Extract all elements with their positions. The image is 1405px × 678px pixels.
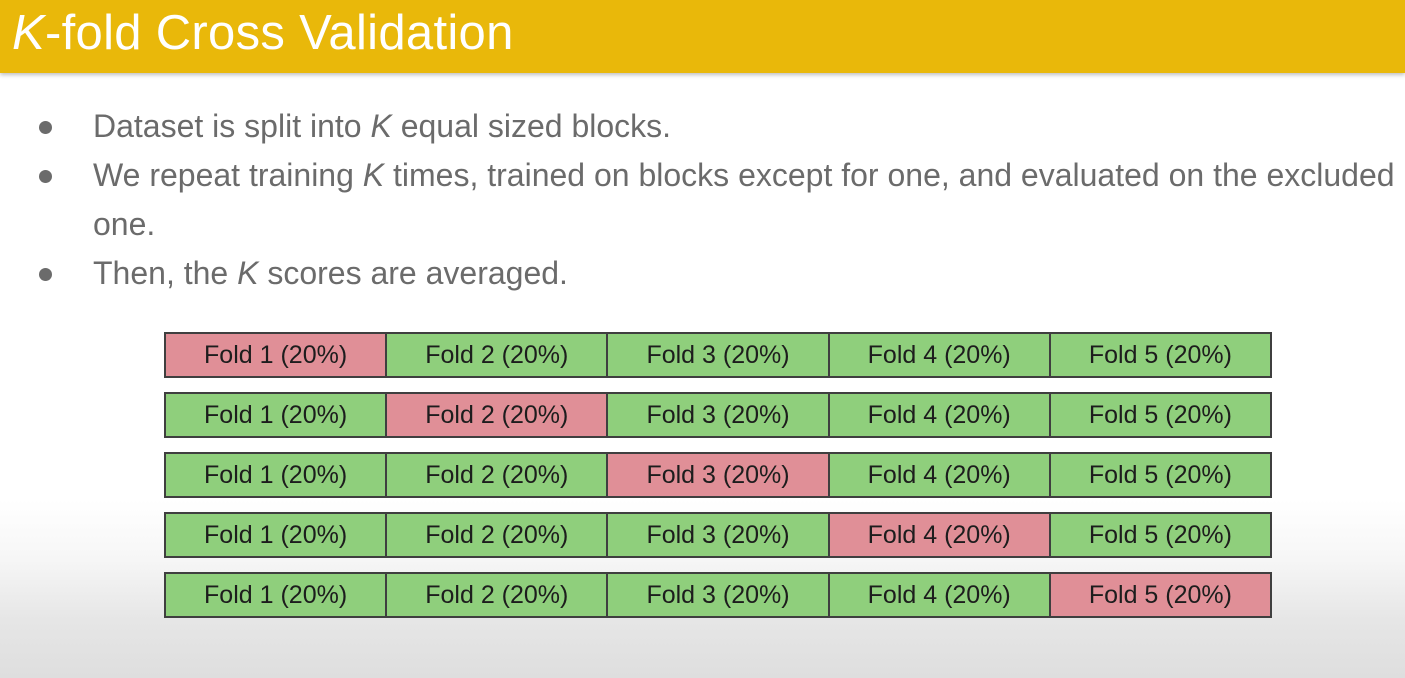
bullet-list: Dataset is split into K equal sized bloc… [0,102,1405,298]
bullet-item: Then, the K scores are averaged. [0,249,1405,298]
title-bar: K-fold Cross Validation [0,0,1405,73]
bullet-dot-icon [39,170,52,183]
title-k: K [12,6,45,60]
train-fold-cell: Fold 4 (20%) [829,574,1051,616]
bullet-k: K [237,255,259,291]
bullet-text-post: scores are averaged. [258,255,568,291]
bullet-item: We repeat training K times, trained on b… [0,151,1405,249]
train-fold-cell: Fold 2 (20%) [387,454,609,496]
train-fold-cell: Fold 2 (20%) [387,574,609,616]
bullet-dot-icon [39,121,52,134]
test-fold-cell: Fold 5 (20%) [1050,574,1271,616]
train-fold-cell: Fold 1 (20%) [166,454,388,496]
train-fold-cell: Fold 1 (20%) [166,394,388,436]
bullet-k: K [362,157,385,193]
train-fold-cell: Fold 2 (20%) [387,334,609,376]
test-fold-cell: Fold 1 (20%) [166,334,388,376]
fold-row-3: Fold 1 (20%) Fold 2 (20%) Fold 3 (20%) Fold… [164,452,1272,498]
train-fold-cell: Fold 1 (20%) [166,514,388,556]
train-fold-cell: Fold 5 (20%) [1050,514,1271,556]
train-fold-cell: Fold 5 (20%) [1050,334,1271,376]
bullet-text-post: equal sized blocks. [391,108,672,144]
train-fold-cell: Fold 4 (20%) [829,394,1051,436]
bullet-dot-icon [39,268,52,281]
fold-row-2: Fold 1 (20%) Fold 2 (20%) Fold 3 (20%) Fold… [164,392,1272,438]
train-fold-cell: Fold 1 (20%) [166,574,388,616]
train-fold-cell: Fold 4 (20%) [829,334,1051,376]
train-fold-cell: Fold 5 (20%) [1050,454,1271,496]
test-fold-cell: Fold 3 (20%) [608,454,830,496]
fold-row-5: Fold 1 (20%) Fold 2 (20%) Fold 3 (20%) Fold… [164,572,1272,618]
bullet-text-pre: Then, the [93,255,238,291]
train-fold-cell: Fold 3 (20%) [608,334,830,376]
train-fold-cell: Fold 3 (20%) [608,514,830,556]
bullet-text-pre: We repeat training [93,157,363,193]
fold-row-1: Fold 1 (20%) Fold 2 (20%) Fold 3 (20%) Fold… [164,332,1272,378]
slide-title: K-fold Cross Validation [12,5,514,61]
train-fold-cell: Fold 5 (20%) [1050,394,1271,436]
fold-row-4: Fold 1 (20%) Fold 2 (20%) Fold 3 (20%) Fold… [164,512,1272,558]
test-fold-cell: Fold 2 (20%) [387,394,609,436]
train-fold-cell: Fold 3 (20%) [608,394,830,436]
train-fold-cell: Fold 2 (20%) [387,514,609,556]
fold-grid: Fold 1 (20%) Fold 2 (20%) Fold 3 (20%) Fold… [164,332,1272,632]
train-fold-cell: Fold 3 (20%) [608,574,830,616]
test-fold-cell: Fold 4 (20%) [829,514,1051,556]
train-fold-cell: Fold 4 (20%) [829,454,1051,496]
bullet-text-post: times, trained on blocks except for one,… [93,157,1395,242]
bullet-item: Dataset is split into K equal sized bloc… [0,102,1405,151]
title-text: -fold Cross Validation [44,6,514,60]
bullet-text-pre: Dataset is split into [93,108,371,144]
bullet-k: K [370,108,392,144]
